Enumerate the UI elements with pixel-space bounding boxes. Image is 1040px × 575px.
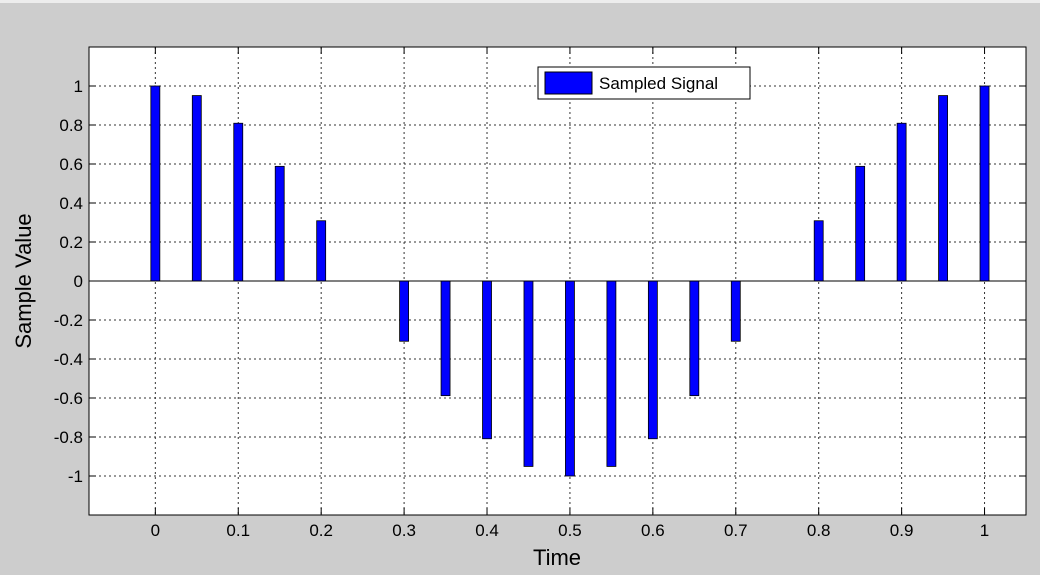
x-tick-label: 0.2 [309, 521, 333, 540]
top-edge-line [0, 0, 1040, 3]
y-tick-label: -1 [68, 467, 83, 486]
bar [938, 95, 948, 282]
bar [233, 122, 244, 282]
y-tick-label: -0.8 [54, 428, 83, 447]
plot-frame [88, 46, 1027, 516]
x-tick-label: 0.3 [392, 521, 416, 540]
x-tick-label: 0.5 [558, 521, 582, 540]
y-tick-label: 0.6 [59, 155, 83, 174]
x-tick-label: 0.1 [226, 521, 250, 540]
y-tick-label: 1 [74, 77, 83, 96]
y-tick-label: 0 [74, 272, 83, 291]
bars [150, 85, 990, 477]
bar [440, 280, 451, 397]
grid [89, 47, 1026, 515]
x-tick-label: 0.4 [475, 521, 499, 540]
y-tick-label: 0.4 [59, 194, 83, 213]
x-tick-label: 0.7 [724, 521, 748, 540]
legend-label: Sampled Signal [599, 74, 718, 93]
axis-ticks: 0 0.1 0.2 0.3 0.4 0.5 0.6 0.7 0.8 0.9 1 -1 -0.8 -0.6 -… [54, 47, 1026, 540]
bar [191, 95, 202, 282]
bar [274, 165, 285, 282]
bar [813, 220, 824, 282]
x-tick-label: 1 [980, 521, 989, 540]
bar [896, 122, 907, 282]
bar [399, 280, 409, 342]
y-tick-label: 0.2 [59, 233, 83, 252]
bar [730, 280, 741, 342]
bar [482, 280, 492, 440]
x-axis-label: Time [533, 545, 581, 570]
bar [979, 85, 990, 282]
bar [565, 280, 575, 477]
bar [150, 85, 161, 282]
bar [316, 220, 327, 282]
bar [606, 280, 617, 467]
y-tick-label: -0.6 [54, 389, 83, 408]
legend: Sampled Signal [537, 66, 751, 100]
y-tick-label: -0.2 [54, 311, 83, 330]
x-tick-label: 0.8 [807, 521, 831, 540]
bar [647, 280, 658, 440]
bar [855, 165, 866, 282]
y-axis-label: Sample Value [11, 213, 36, 348]
x-tick-label: 0.9 [890, 521, 914, 540]
bar [523, 280, 534, 467]
y-tick-label: 0.8 [59, 116, 83, 135]
legend-swatch [544, 71, 593, 95]
bar [689, 280, 700, 397]
x-tick-label: 0 [151, 521, 160, 540]
x-tick-label: 0.6 [641, 521, 665, 540]
y-tick-label: -0.4 [54, 350, 83, 369]
